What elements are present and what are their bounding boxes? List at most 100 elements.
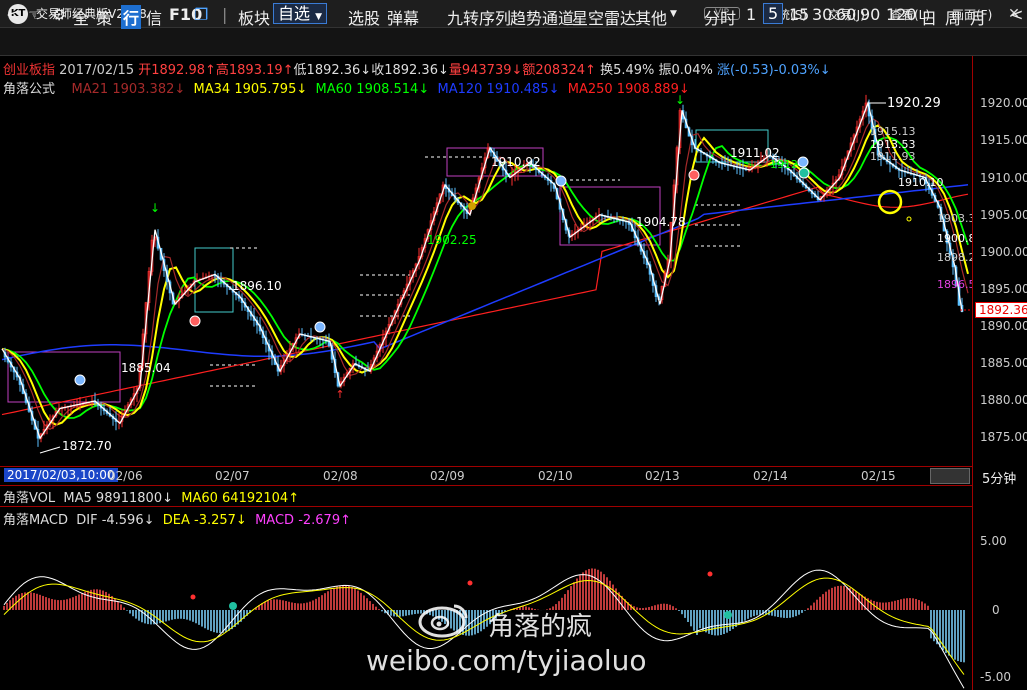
price-annotation: 1915.13 bbox=[870, 125, 916, 138]
toolbar-board[interactable]: 板块 bbox=[238, 9, 271, 28]
toolbar-tanmu[interactable]: 弹幕 bbox=[387, 9, 420, 28]
price-annotation: 1898.2 bbox=[937, 251, 972, 264]
vol-ma60: MA60 64192104↑ bbox=[181, 491, 300, 506]
macd-macd: MACD -2.679↑ bbox=[255, 513, 351, 528]
toolbar-xin[interactable]: 信 bbox=[146, 9, 163, 28]
ma60-value: MA60 1908.514↓ bbox=[315, 82, 430, 97]
watermark-name: 角落的疯 bbox=[488, 612, 593, 642]
signal-dot bbox=[467, 580, 473, 586]
watermark-url: weibo.com/tyjiaoluo bbox=[366, 644, 647, 677]
price-tick: 1910.00 bbox=[980, 171, 1027, 185]
down-arrow-icon: ↓ bbox=[150, 201, 160, 215]
quote-change: 涨(-0.53)-0.03%↓ bbox=[716, 63, 831, 78]
price-chart[interactable]: ↓ ↓ ↑ 1920.29 1885.04 1872.70 1896.10 1902.25 19… bbox=[0, 56, 972, 690]
toolbar-jiuzhuan[interactable]: 九转序列 bbox=[447, 9, 512, 28]
toolbar-trend[interactable]: 趋势通道 bbox=[510, 9, 575, 28]
menu-screen[interactable]: 画面(F) bbox=[952, 8, 993, 22]
ma34-value: MA34 1905.795↓ bbox=[193, 82, 308, 97]
toolbar-f10[interactable]: F10 bbox=[169, 5, 203, 24]
back-icon[interactable]: < bbox=[6, 5, 20, 24]
period-30[interactable]: 30 bbox=[812, 5, 833, 24]
signal-dot bbox=[724, 611, 732, 619]
period-month[interactable]: 月 bbox=[970, 9, 987, 28]
price-annotation: 1900.8 bbox=[937, 232, 972, 245]
ma120-line bbox=[1, 184, 969, 361]
date-label: 02/10 bbox=[538, 469, 573, 483]
period-day[interactable]: 日 bbox=[921, 9, 938, 28]
index-name[interactable]: 创业板指 bbox=[3, 63, 56, 78]
custom-label: 自选 bbox=[278, 4, 311, 23]
period-120[interactable]: 120 bbox=[886, 5, 917, 24]
dot bbox=[906, 216, 912, 222]
signal-dot bbox=[74, 374, 86, 386]
period-60[interactable]: 60 bbox=[836, 5, 857, 24]
toolbar-xuangu[interactable]: 选股 bbox=[348, 9, 381, 28]
toolbar-radar[interactable]: 星空雷达 bbox=[572, 9, 637, 28]
period-15[interactable]: 15 bbox=[789, 5, 810, 24]
macd-tick: 0 bbox=[992, 603, 1000, 617]
quote-high: 高1893.19↑ bbox=[215, 63, 294, 78]
app-logo: KT bbox=[8, 3, 28, 24]
price-annotation: 1902.25 bbox=[427, 233, 477, 247]
windows-icon[interactable]: ❐ bbox=[194, 5, 209, 24]
price-tick: 1905.00 bbox=[980, 208, 1027, 222]
zigzag-line bbox=[1, 100, 963, 440]
date-axis bbox=[0, 466, 972, 486]
price-annotation: 1885.04 bbox=[121, 361, 171, 375]
other-chevron-icon[interactable]: ▼ bbox=[670, 9, 677, 19]
candle bbox=[57, 407, 61, 412]
ma-info-line: 角落公式 MA21 1903.382↓ MA34 1905.795↓ MA60 … bbox=[3, 78, 690, 97]
quote-amplitude: 振0.04% bbox=[658, 63, 713, 78]
dea-line bbox=[3, 577, 965, 675]
quote-low: 低1892.36↓ bbox=[293, 63, 372, 78]
quote-info-line: 创业板指 2017/02/15 开1892.98↑高1893.19↑低1892.… bbox=[3, 59, 831, 78]
ma120-value: MA120 1910.485↓ bbox=[437, 82, 560, 97]
price-annotation: 1903.3 bbox=[937, 212, 972, 225]
signal-dot bbox=[555, 175, 567, 187]
toolbar bbox=[0, 28, 1027, 56]
price-tick: 1885.00 bbox=[980, 356, 1027, 370]
chevron-down-icon: ▼ bbox=[315, 12, 323, 22]
period-week[interactable]: 周 bbox=[945, 9, 962, 28]
signal-dot bbox=[707, 571, 713, 577]
date-label: 02/07 bbox=[215, 469, 250, 483]
toolbar-hang[interactable]: 行 bbox=[121, 5, 142, 29]
formula-name[interactable]: 角落公式 bbox=[3, 82, 56, 97]
price-annotation: 1896.5 bbox=[937, 278, 972, 291]
date-label: 02/06 bbox=[108, 469, 143, 483]
quote-date: 2017/02/15 bbox=[59, 63, 135, 78]
signal-dot bbox=[189, 315, 201, 327]
vip-badge[interactable]: VIP bbox=[704, 7, 740, 20]
toolbar-policy[interactable]: 策 bbox=[96, 9, 113, 28]
ma60-line bbox=[1, 136, 969, 419]
vol-label[interactable]: 角落VOL bbox=[3, 491, 56, 506]
price-tick: 1880.00 bbox=[980, 393, 1027, 407]
collapse-icon[interactable]: < bbox=[1010, 5, 1024, 24]
toolbar-other[interactable]: 其他 bbox=[635, 9, 668, 28]
range-box bbox=[559, 186, 661, 246]
toolbar-custom-select[interactable]: 自选 ▼ bbox=[273, 3, 328, 24]
close-icon[interactable]: ✕ bbox=[1008, 6, 1020, 22]
settings-icon[interactable]: ⚙ bbox=[52, 5, 67, 24]
period-90[interactable]: 90 bbox=[860, 5, 881, 24]
price-annotation: 1910.92 bbox=[491, 155, 541, 169]
range-box bbox=[194, 247, 234, 313]
menu-trade[interactable]: 交易(J) bbox=[828, 8, 865, 22]
period-fenshi[interactable]: 分时 bbox=[704, 9, 737, 28]
menu-view[interactable]: 查看(L) bbox=[890, 8, 931, 22]
vol-panel-header: 角落VOL MA5 98911800↓ MA60 64192104↑ bbox=[3, 487, 299, 506]
hand-icon[interactable]: ☜ bbox=[28, 5, 43, 24]
ma250-line bbox=[1, 186, 969, 416]
date-label: 02/09 bbox=[430, 469, 465, 483]
price-annotation: 1911.93 bbox=[870, 150, 916, 163]
quote-open: 开1892.98↑ bbox=[138, 63, 216, 78]
scrollbar-thumb[interactable] bbox=[930, 468, 970, 484]
price-annotation: 1872.70 bbox=[62, 439, 112, 453]
panel-divider bbox=[0, 506, 972, 507]
period-5[interactable]: 5 bbox=[763, 3, 784, 24]
period-label[interactable]: 5分钟 bbox=[982, 472, 1017, 487]
quote-amount: 额208324↑ bbox=[522, 63, 596, 78]
toolbar-all[interactable]: 全 bbox=[73, 9, 90, 28]
macd-label[interactable]: 角落MACD bbox=[3, 513, 68, 528]
period-1[interactable]: 1 bbox=[746, 5, 757, 24]
